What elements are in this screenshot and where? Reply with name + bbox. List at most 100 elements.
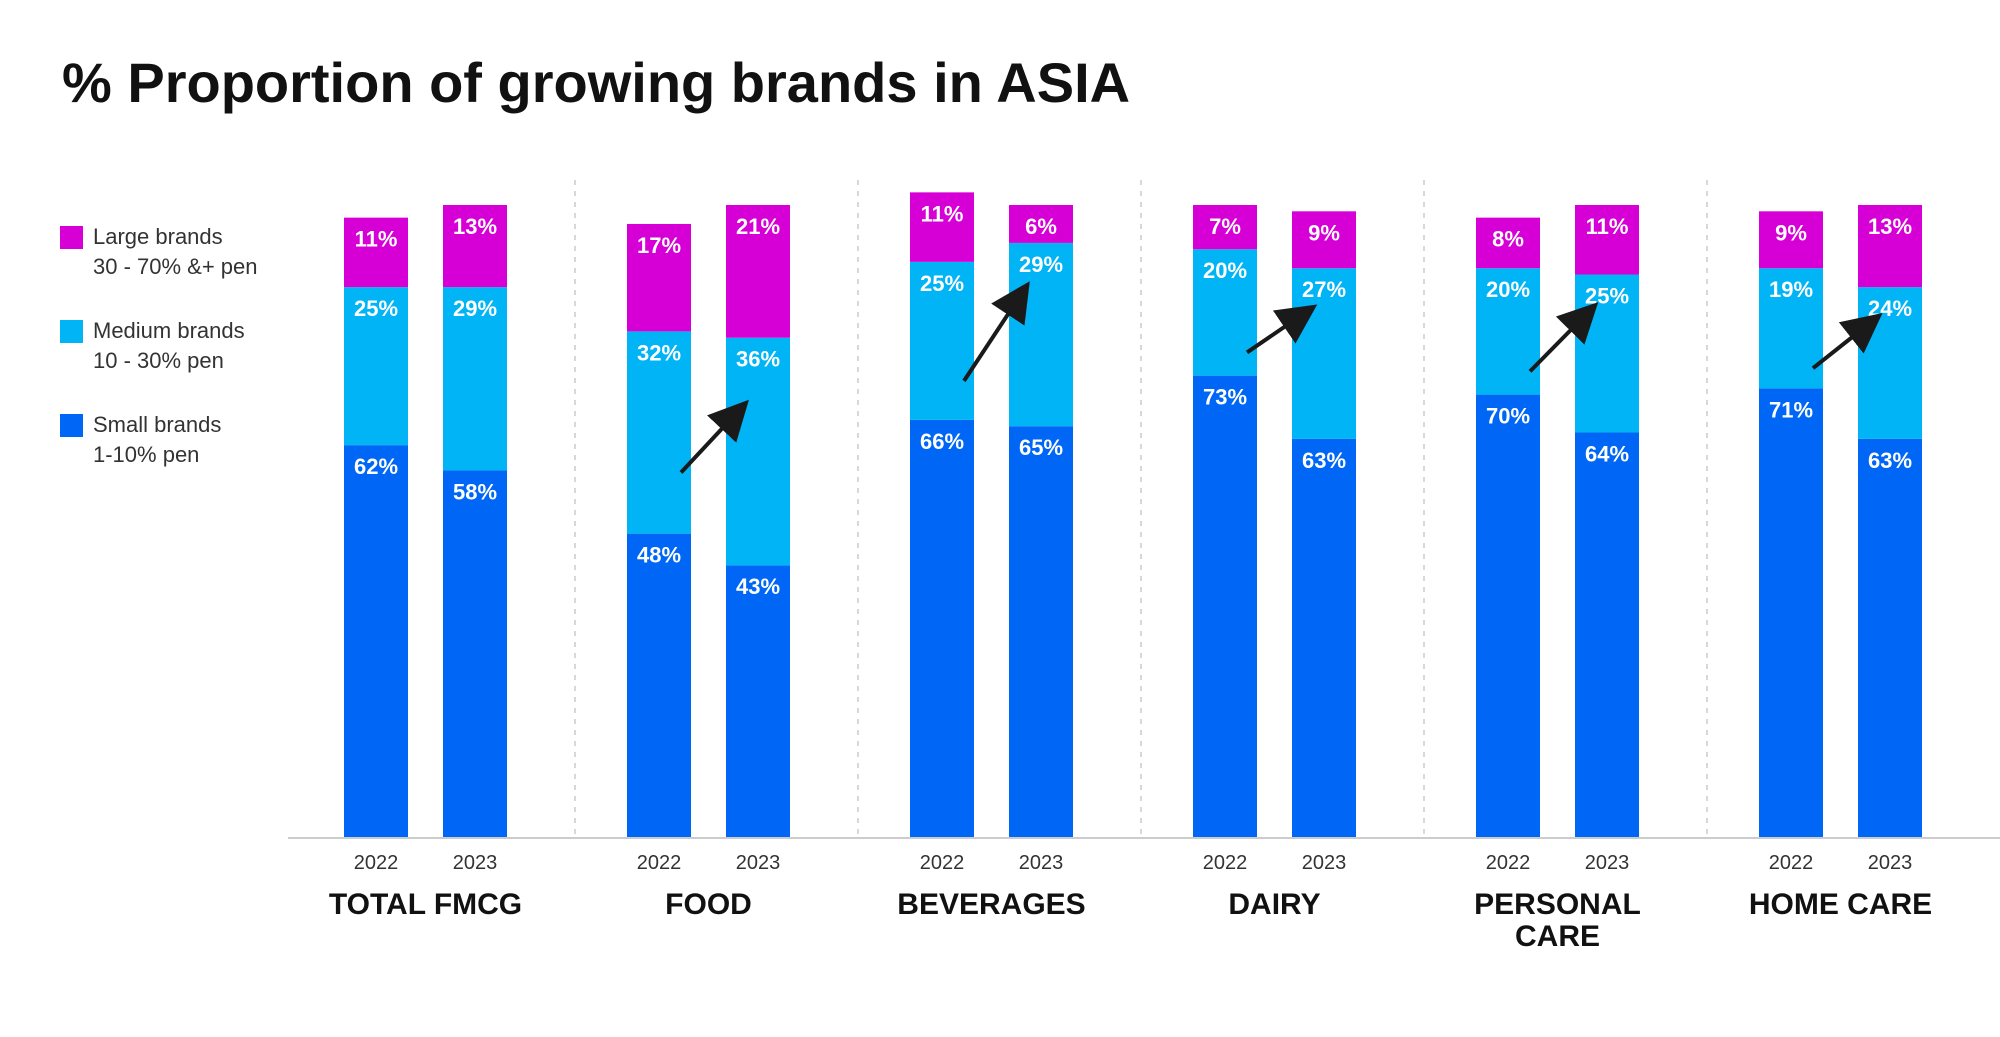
legend-label-small: Small brands bbox=[93, 412, 222, 437]
category-label: HOME CARE bbox=[1749, 888, 1932, 921]
data-label-small: 70% bbox=[1486, 404, 1530, 429]
year-tick-label: 2023 bbox=[1868, 852, 1913, 874]
bar-segment-medium bbox=[627, 331, 691, 534]
data-label-large: 11% bbox=[921, 201, 964, 226]
growth-arrow bbox=[1245, 304, 1318, 355]
bar-segment-large bbox=[1575, 205, 1639, 275]
data-label-large: 11% bbox=[1586, 214, 1629, 239]
bar-segment-small bbox=[1193, 375, 1257, 837]
bar-segment-small bbox=[443, 470, 507, 837]
data-label-small: 62% bbox=[354, 454, 398, 479]
data-label-medium: 29% bbox=[1019, 252, 1063, 277]
data-label-medium: 25% bbox=[354, 296, 398, 321]
data-label-large: 8% bbox=[1492, 227, 1524, 252]
legend-swatch-medium bbox=[60, 320, 83, 343]
category-label: DAIRY bbox=[1228, 888, 1320, 921]
year-tick-label: 2022 bbox=[637, 852, 682, 874]
bar-segment-medium bbox=[726, 337, 790, 566]
legend-item-small: Small brands 1-10% pen bbox=[60, 410, 300, 472]
data-label-small: 73% bbox=[1203, 385, 1247, 410]
category-label: FOOD bbox=[665, 888, 752, 921]
bar-segment-small bbox=[1476, 394, 1540, 837]
bar-segment-medium bbox=[1476, 268, 1540, 395]
year-tick-label: 2022 bbox=[1486, 852, 1531, 874]
data-label-small: 64% bbox=[1585, 442, 1629, 467]
bar-segment-medium bbox=[1575, 274, 1639, 433]
data-label-small: 58% bbox=[453, 479, 497, 504]
bar-segment-medium bbox=[1759, 268, 1823, 389]
bar-segment-large bbox=[1292, 211, 1356, 269]
data-label-large: 11% bbox=[355, 227, 398, 252]
bar-segment-large bbox=[344, 217, 408, 288]
data-label-medium: 27% bbox=[1302, 277, 1346, 302]
growth-arrow bbox=[679, 399, 749, 474]
data-label-medium: 29% bbox=[453, 296, 497, 321]
bar-segment-large bbox=[1858, 205, 1922, 288]
bar-segment-medium bbox=[1193, 249, 1257, 376]
bar-segment-small bbox=[1292, 438, 1356, 837]
bar-segment-small bbox=[726, 565, 790, 837]
data-label-small: 63% bbox=[1868, 448, 1912, 473]
data-label-large: 9% bbox=[1308, 220, 1340, 245]
bar-segment-large bbox=[627, 223, 691, 332]
data-label-medium: 20% bbox=[1203, 258, 1247, 283]
data-label-large: 21% bbox=[736, 214, 780, 239]
data-label-medium: 25% bbox=[920, 271, 964, 296]
category-label: TOTAL FMCG bbox=[329, 888, 522, 921]
bar-segment-medium bbox=[1858, 287, 1922, 439]
data-label-medium: 19% bbox=[1769, 277, 1813, 302]
legend-sublabel-medium: 10 - 30% pen bbox=[93, 348, 224, 373]
bar-segment-large bbox=[726, 205, 790, 338]
data-label-small: 63% bbox=[1302, 448, 1346, 473]
bar-segment-small bbox=[627, 533, 691, 837]
chart-title: % Proportion of growing brands in ASIA bbox=[62, 51, 1131, 114]
bar-segment-small bbox=[1575, 432, 1639, 837]
bar-segment-medium bbox=[344, 287, 408, 446]
year-tick-label: 2022 bbox=[1769, 852, 1814, 874]
bar-segment-small bbox=[910, 419, 974, 837]
data-label-large: 13% bbox=[1868, 214, 1912, 239]
data-label-small: 66% bbox=[920, 429, 964, 454]
data-label-medium: 20% bbox=[1486, 277, 1530, 302]
legend-item-large: Large brands 30 - 70% &+ pen bbox=[60, 222, 300, 284]
growth-arrow bbox=[1811, 313, 1883, 370]
bar-segment-medium bbox=[443, 287, 507, 471]
legend-item-medium: Medium brands 10 - 30% pen bbox=[60, 316, 300, 378]
data-label-small: 43% bbox=[736, 574, 780, 599]
legend-swatch-large bbox=[60, 226, 83, 249]
year-tick-label: 2022 bbox=[1203, 852, 1248, 874]
bar-segment-large bbox=[910, 192, 974, 262]
data-label-small: 48% bbox=[637, 543, 681, 568]
data-label-medium: 36% bbox=[736, 347, 780, 372]
data-label-medium: 32% bbox=[637, 340, 681, 365]
bar-segment-medium bbox=[1009, 242, 1073, 427]
bar-segment-large bbox=[443, 205, 507, 288]
year-tick-label: 2023 bbox=[1019, 852, 1064, 874]
category-label: CARE bbox=[1515, 920, 1600, 953]
bar-segment-small bbox=[1759, 388, 1823, 837]
bar-segment-large bbox=[1476, 217, 1540, 269]
year-tick-label: 2022 bbox=[354, 852, 399, 874]
category-label: BEVERAGES bbox=[897, 888, 1085, 921]
legend-swatch-small bbox=[60, 414, 83, 437]
bar-segment-small bbox=[344, 445, 408, 837]
year-tick-label: 2023 bbox=[453, 852, 498, 874]
bar-segment-small bbox=[1009, 426, 1073, 837]
data-label-small: 65% bbox=[1019, 435, 1063, 460]
data-label-large: 6% bbox=[1025, 214, 1057, 239]
growth-arrow bbox=[962, 281, 1030, 382]
bar-segment-small bbox=[1858, 438, 1922, 837]
category-label: PERSONAL bbox=[1474, 888, 1641, 921]
bar-segment-large bbox=[1193, 205, 1257, 250]
year-tick-label: 2022 bbox=[920, 852, 965, 874]
data-label-large: 13% bbox=[453, 214, 497, 239]
data-label-large: 17% bbox=[637, 233, 681, 258]
legend-sublabel-small: 1-10% pen bbox=[93, 442, 200, 467]
legend-label-large: Large brands bbox=[93, 224, 223, 249]
bar-segment-medium bbox=[910, 261, 974, 420]
bar-segment-large bbox=[1759, 211, 1823, 269]
bar-segment-medium bbox=[1292, 268, 1356, 439]
year-tick-label: 2023 bbox=[1302, 852, 1347, 874]
year-tick-label: 2023 bbox=[1585, 852, 1630, 874]
